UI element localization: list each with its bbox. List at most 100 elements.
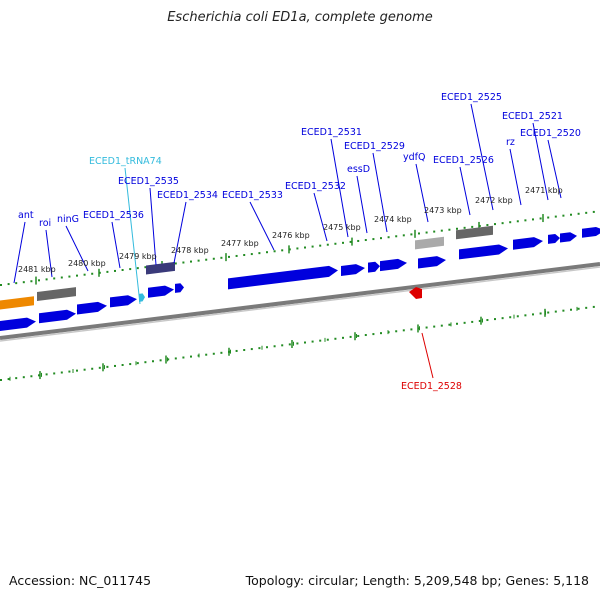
leader-line: [65, 225, 89, 272]
feature-lightgray-box: [415, 236, 444, 250]
ruler-dot-inner: [212, 352, 215, 355]
feature-dark-box: [146, 261, 175, 275]
leader-line: [372, 152, 388, 233]
gene-label: roi: [39, 218, 51, 229]
ruler-dot-outer: [281, 249, 284, 252]
ruler-dot-outer: [509, 221, 512, 224]
ruler-dot-outer: [326, 243, 329, 246]
ruler-dot-inner: [547, 311, 550, 314]
ruler-dot-inner: [243, 349, 246, 352]
gene-arrow: [380, 258, 407, 272]
genome-title: Escherichia coli ED1a, complete genome: [167, 10, 433, 25]
ruler-dot-inner: [357, 334, 360, 337]
ruler-dot-inner: [281, 344, 284, 347]
ruler-dot-outer: [121, 269, 124, 272]
ruler-ticks: [0, 210, 595, 381]
gene-label: ECED1_tRNA74: [89, 156, 162, 167]
ruler-dot-outer: [174, 262, 177, 265]
ruler-dot-inner: [562, 309, 565, 312]
ruler-dot-outer: [418, 232, 420, 235]
ruler-dot-inner: [463, 321, 466, 324]
ruler-dot-inner: [38, 374, 40, 377]
ruler-dot-inner: [144, 361, 147, 364]
gene-ECED1_2535-arrow: [148, 285, 174, 298]
ruler-dot-outer: [15, 282, 18, 285]
ruler-dot-inner: [182, 356, 185, 359]
gene-label: ECED1_2525: [441, 92, 502, 103]
ruler-dot-inner: [45, 373, 48, 376]
ruler-dot-inner: [585, 306, 588, 309]
ruler-dot-inner: [486, 319, 489, 322]
accession-text: Accession: NC_011745: [9, 573, 152, 588]
backbone-shadow: [0, 266, 600, 342]
ruler-dot-outer: [395, 235, 398, 238]
gene-label: ECED1_2529: [344, 141, 405, 152]
ruler-dot-outer: [570, 213, 572, 216]
ruler-dot-outer: [539, 217, 542, 220]
ruler-dot-outer: [410, 233, 413, 236]
ruler-dot-inner: [288, 343, 291, 346]
ruler-dot-outer: [258, 252, 261, 255]
ruler-dot-outer: [448, 228, 451, 231]
leader-line: [13, 221, 26, 284]
ruler-dot-outer: [266, 251, 268, 254]
ruler-dot-inner: [402, 329, 405, 332]
ruler-dot-outer: [486, 224, 489, 227]
ruler-dot-outer: [98, 271, 101, 274]
leader-line: [532, 122, 549, 201]
ruler-dot-inner: [478, 319, 481, 322]
ruler-label: 2476 kbp: [272, 231, 310, 240]
ruler-dot-inner: [220, 351, 223, 354]
topology-text: Topology: circular; Length: 5,209,548 bp…: [245, 573, 589, 588]
gene-ECED1_2536-arrow: [110, 295, 137, 308]
ruler-dot-outer: [7, 283, 10, 286]
ruler-dot-inner: [205, 353, 208, 356]
gene-arrow: [548, 234, 560, 244]
gene-ECED1_2528-arrow: [409, 287, 422, 299]
ruler-dot-outer: [516, 220, 519, 223]
gene-ninG-arrow: [77, 301, 107, 315]
ruler-dot-outer: [250, 253, 253, 256]
ruler-dot-outer: [304, 246, 306, 249]
ruler-dot-outer: [136, 267, 139, 270]
ruler-dot-outer: [68, 275, 71, 278]
ruler-dot-outer: [45, 278, 48, 281]
ruler-dot-outer: [22, 281, 25, 284]
ruler-dot-inner: [311, 340, 314, 343]
gene-label: ECED1_2536: [83, 210, 144, 221]
ruler-dot-inner: [326, 338, 329, 341]
leader-line: [249, 201, 275, 251]
gene-arrow: [513, 237, 543, 250]
ruler-dot-outer: [372, 238, 375, 241]
ruler-dot-outer: [76, 274, 78, 277]
gene-label: ECED1_2531: [301, 127, 362, 138]
labels: 2481 kbp 2480 kbp 2479 kbp 2478 kbp 2477 kbp…: [18, 92, 581, 392]
gene-label: ninG: [57, 214, 79, 225]
ruler-dot-outer: [463, 226, 466, 229]
ruler-dot-outer: [30, 280, 33, 283]
ruler-dot-outer: [478, 224, 481, 227]
ruler-dot-inner: [83, 368, 86, 371]
leader-line: [459, 166, 471, 216]
gene-label: ECED1_2534: [157, 190, 218, 201]
ruler-dot-inner: [425, 326, 428, 329]
ruler-dot-inner: [456, 322, 458, 325]
ruler-dot-inner: [174, 357, 177, 360]
ruler-dot-outer: [197, 259, 200, 262]
ruler-dot-outer: [114, 269, 116, 272]
ruler-dot-outer: [380, 237, 382, 240]
feature-orange-box: [0, 296, 34, 310]
ruler-dot-outer: [585, 211, 588, 214]
ruler-dot-outer: [592, 210, 595, 213]
ruler-dot-inner: [349, 335, 352, 338]
ruler-dot-outer: [144, 266, 147, 269]
ruler-dot-outer: [182, 261, 185, 264]
leader-line: [149, 187, 157, 266]
ruler-dot-inner: [554, 310, 557, 313]
ruler-dot-inner: [516, 315, 519, 318]
ruler-label: 2474 kbp: [374, 215, 412, 224]
ruler-dot-outer: [53, 277, 56, 280]
gene-ydfQ-arrow: [418, 256, 446, 269]
gene-label: ECED1_2535: [118, 176, 179, 187]
